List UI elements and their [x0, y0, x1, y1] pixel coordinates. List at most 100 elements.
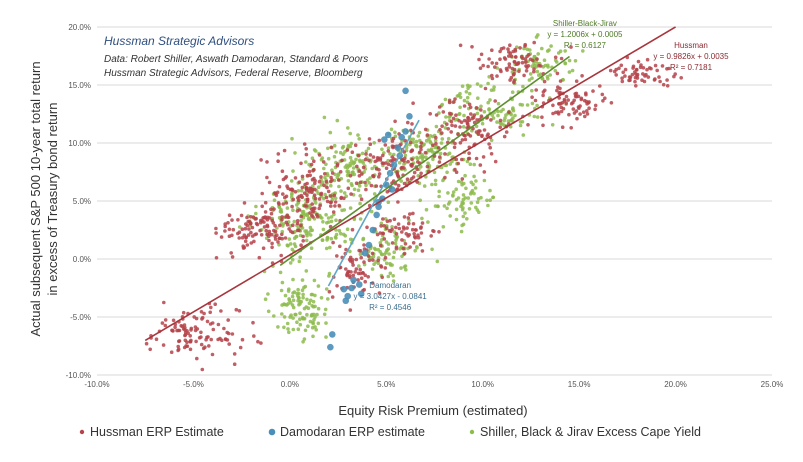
scatter-point — [301, 316, 305, 321]
scatter-point — [284, 175, 289, 179]
scatter-point — [298, 301, 302, 306]
scatter-point — [396, 200, 400, 204]
scatter-point — [332, 154, 337, 159]
scatter-point — [200, 315, 205, 320]
scatter-point — [313, 196, 318, 201]
scatter-point — [463, 137, 468, 142]
scatter-point — [395, 172, 400, 176]
scatter-point — [488, 98, 492, 102]
scatter-point — [437, 230, 441, 234]
scatter-point — [281, 222, 286, 226]
scatter-point — [330, 295, 335, 299]
scatter-point — [555, 71, 560, 76]
trend-annotation: Hussman y = 0.9826x + 0.0035 R² = 0.7181 — [653, 41, 729, 72]
scatter-point — [280, 232, 284, 237]
scatter-point — [474, 106, 479, 110]
scatter-point — [488, 198, 493, 202]
scatter-point — [319, 175, 323, 179]
scatter-point — [551, 103, 555, 108]
series-0-points — [144, 40, 683, 372]
scatter-point — [327, 343, 334, 351]
scatter-point — [486, 64, 490, 69]
scatter-point — [390, 263, 394, 267]
scatter-point — [357, 174, 362, 178]
scatter-point — [314, 149, 318, 153]
legend-entry: Hussman ERP Estimate — [79, 425, 224, 439]
scatter-point — [288, 300, 293, 305]
scatter-point — [397, 226, 402, 231]
scatter-point — [318, 203, 322, 208]
scatter-point — [547, 48, 551, 52]
scatter-point — [252, 239, 256, 244]
scatter-point — [530, 101, 535, 106]
scatter-point — [396, 222, 401, 226]
scatter-point — [440, 124, 444, 128]
scatter-point — [282, 315, 287, 319]
scatter-point — [510, 90, 515, 94]
y-tick-label: 0.0% — [73, 255, 91, 264]
trend-annotations: Hussman y = 0.9826x + 0.0035 R² = 0.7181 Da… — [354, 19, 730, 312]
scatter-point — [332, 143, 337, 148]
scatter-point — [337, 184, 341, 189]
scatter-point — [308, 186, 313, 190]
scatter-point — [502, 134, 507, 139]
scatter-point — [593, 107, 597, 112]
scatter-point — [379, 265, 384, 269]
scatter-point — [454, 217, 459, 222]
scatter-point — [399, 166, 404, 170]
scatter-point — [473, 186, 478, 190]
scatter-point — [148, 347, 152, 352]
scatter-point — [259, 233, 264, 237]
header-line-2: Hussman Strategic Advisors, Federal Rese… — [104, 68, 363, 79]
scatter-point — [458, 105, 462, 110]
annotation-line: y = 3.0427x - 0.0841 — [354, 292, 428, 301]
scatter-point — [211, 327, 216, 332]
scatter-point — [479, 52, 484, 57]
scatter-point — [325, 199, 330, 204]
scatter-point — [420, 221, 425, 225]
scatter-point — [532, 40, 536, 45]
scatter-point — [276, 159, 280, 163]
scatter-point — [350, 227, 355, 232]
scatter-point — [326, 189, 331, 194]
scatter-point — [405, 226, 409, 230]
scatter-point — [319, 296, 324, 300]
scatter-point — [338, 170, 343, 174]
x-tick-label: 15.0% — [568, 380, 591, 389]
scatter-point — [447, 111, 452, 116]
scatter-point — [386, 242, 391, 246]
scatter-point — [486, 203, 490, 208]
scatter-point — [206, 335, 210, 339]
scatter-point — [250, 234, 255, 238]
scatter-point — [458, 125, 462, 129]
scatter-point — [432, 170, 437, 175]
scatter-point — [317, 153, 322, 157]
scatter-point — [296, 295, 301, 300]
scatter-point — [462, 181, 466, 186]
scatter-point — [260, 219, 264, 223]
scatter-point — [382, 224, 386, 228]
scatter-point — [475, 82, 480, 86]
scatter-point — [326, 146, 330, 151]
scatter-point — [467, 151, 471, 155]
scatter-point — [585, 112, 590, 116]
scatter-point — [251, 320, 255, 325]
scatter-point — [405, 177, 410, 181]
scatter-point — [361, 165, 366, 170]
scatter-point — [509, 54, 514, 58]
legend-marker — [268, 428, 276, 436]
scatter-point — [384, 166, 389, 170]
x-tick-label: -10.0% — [84, 380, 109, 389]
scatter-point — [481, 63, 486, 68]
scatter-point — [447, 100, 452, 105]
scatter-point — [393, 119, 397, 124]
scatter-point — [245, 215, 249, 220]
scatter-point — [295, 221, 300, 226]
scatter-point — [226, 221, 230, 225]
annotation-line: y = 1.2006x + 0.0005 — [547, 30, 623, 39]
trend-lines — [144, 26, 676, 342]
scatter-point — [453, 141, 457, 146]
scatter-point — [261, 246, 266, 250]
scatter-point — [428, 134, 433, 138]
scatter-point — [495, 120, 499, 124]
